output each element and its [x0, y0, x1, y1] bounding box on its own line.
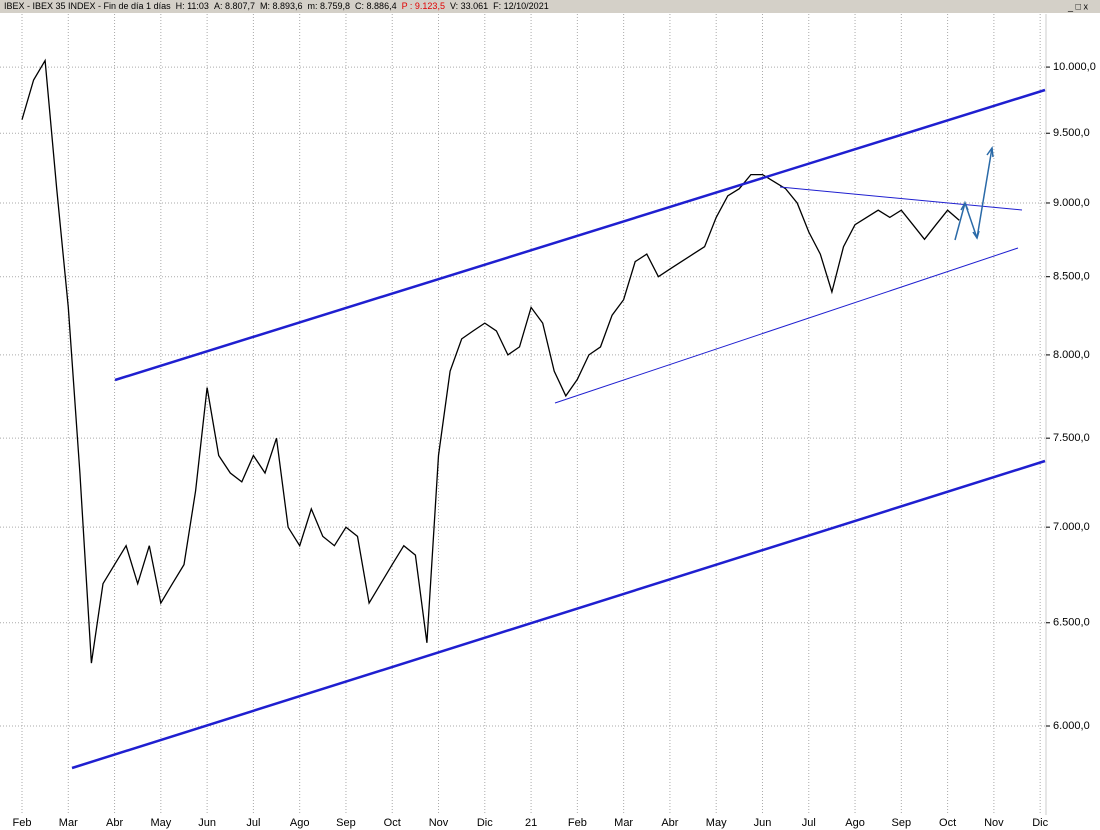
x-tick-label: Jun	[198, 817, 216, 829]
x-tick-label: May	[706, 817, 727, 829]
chart-title: IBEX - IBEX 35 INDEX - Fin de día 1 días	[4, 1, 171, 11]
header-field: P : 9.123,5	[402, 1, 445, 11]
x-tick-label: 21	[525, 817, 537, 829]
y-tick-label: 10.000,0	[1053, 61, 1096, 73]
y-tick-label: 9.000,0	[1053, 197, 1090, 209]
x-tick-label: Jul	[802, 817, 816, 829]
x-tick-label: Oct	[939, 817, 956, 829]
x-tick-label: Jun	[754, 817, 772, 829]
x-tick-label: Sep	[336, 817, 356, 829]
x-tick-label: Ago	[845, 817, 865, 829]
x-tick-label: Ago	[290, 817, 310, 829]
y-tick-label: 8.500,0	[1053, 271, 1090, 283]
x-tick-label: Oct	[384, 817, 401, 829]
header: IBEX - IBEX 35 INDEX - Fin de día 1 días…	[4, 1, 549, 11]
header-field: F: 12/10/2021	[493, 1, 549, 11]
x-tick-label: Nov	[429, 817, 449, 829]
y-tick-label: 6.500,0	[1053, 617, 1090, 629]
arrow-head	[960, 201, 969, 211]
header-field: A: 8.807,7	[214, 1, 255, 11]
x-tick-label: Abr	[106, 817, 123, 829]
x-tick-label: Mar	[59, 817, 78, 829]
y-tick-label: 7.000,0	[1053, 521, 1090, 533]
title-bar	[0, 0, 1100, 13]
x-tick-label: Jul	[246, 817, 260, 829]
x-tick-label: May	[150, 817, 171, 829]
projection-arrow	[954, 147, 993, 241]
header-field: C: 8.886,4	[355, 1, 397, 11]
y-tick-label: 8.000,0	[1053, 349, 1090, 361]
arrow-head	[986, 145, 994, 158]
x-tick-label: Dic	[1032, 817, 1048, 829]
trend-line	[71, 459, 1046, 770]
y-tick-label: 7.500,0	[1053, 432, 1090, 444]
y-tick-label: 9.500,0	[1053, 127, 1090, 139]
x-tick-label: Nov	[984, 817, 1004, 829]
window-controls[interactable]: _ □ x	[1067, 1, 1088, 11]
x-tick-label: Abr	[661, 817, 678, 829]
trend-line	[114, 88, 1046, 382]
x-tick-label: Sep	[892, 817, 912, 829]
header-field: m: 8.759,8	[308, 1, 351, 11]
price-line	[21, 58, 960, 664]
trend-lines	[71, 88, 1046, 770]
trend-line	[554, 247, 1019, 404]
x-tick-label: Mar	[614, 817, 633, 829]
y-tick-label: 6.000,0	[1053, 720, 1090, 732]
x-tick-label: Feb	[568, 817, 587, 829]
header-field: M: 8.893,6	[260, 1, 303, 11]
x-tick-label: Feb	[13, 817, 32, 829]
header-field: H: 11:03	[176, 1, 209, 11]
header-field: V: 33.061	[450, 1, 488, 11]
arrow-head	[972, 230, 980, 240]
x-tick-label: Dic	[477, 817, 493, 829]
